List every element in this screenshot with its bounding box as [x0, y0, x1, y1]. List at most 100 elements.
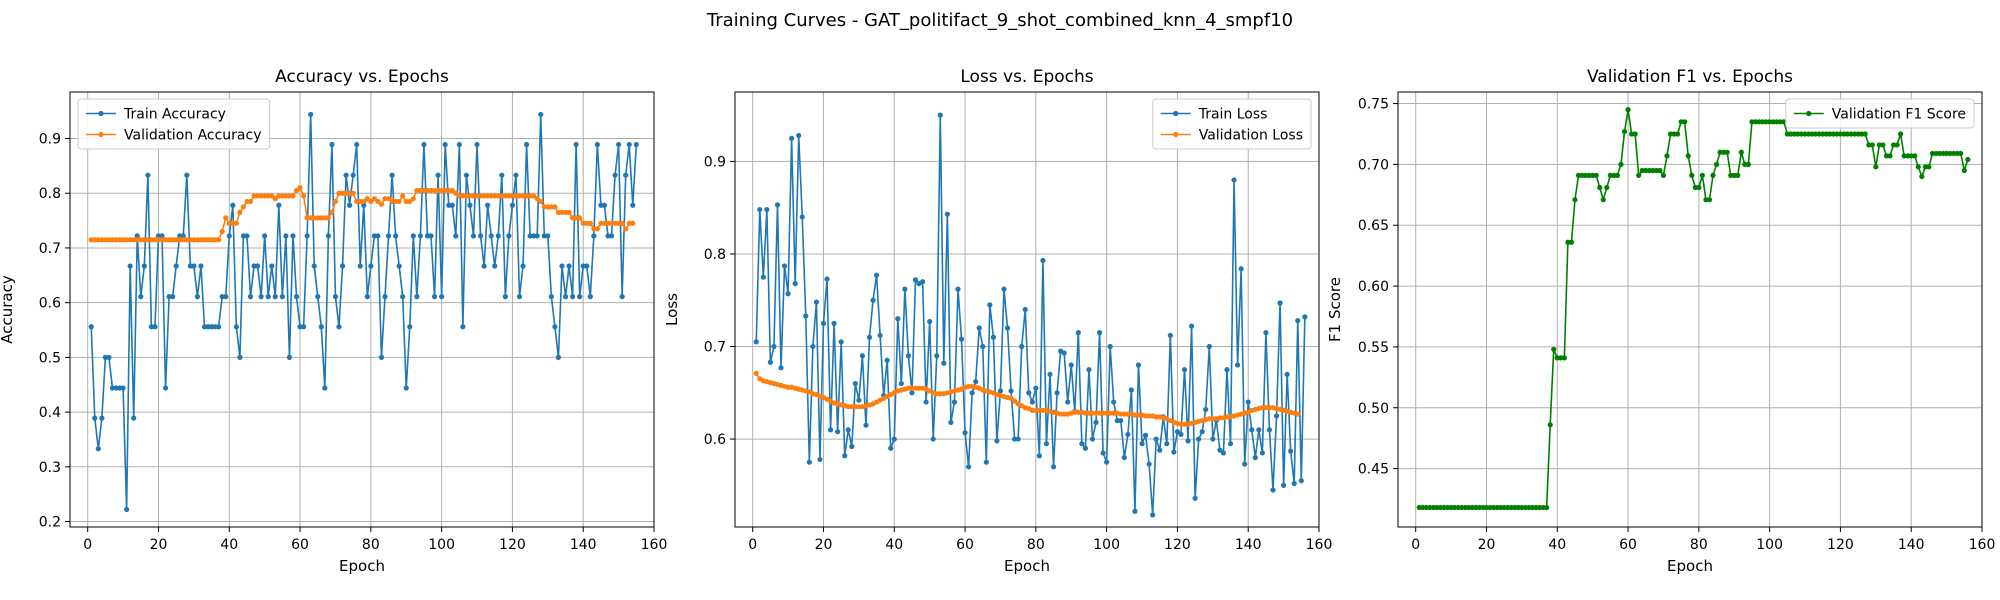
- data-point: [159, 233, 165, 239]
- data-point: [1689, 172, 1695, 178]
- data-point: [962, 430, 968, 436]
- x-tick-label: 60: [1619, 537, 1637, 553]
- data-point: [1291, 480, 1297, 487]
- data-point: [562, 294, 569, 300]
- data-point: [623, 172, 629, 178]
- data-point: [566, 209, 572, 215]
- data-point: [619, 220, 625, 226]
- y-tick-label: 0.9: [704, 154, 726, 170]
- x-axis-label: Epoch: [1667, 557, 1713, 575]
- data-point: [1621, 128, 1628, 135]
- data-point: [909, 390, 915, 396]
- data-point: [1636, 172, 1642, 178]
- data-point: [831, 320, 837, 326]
- x-tick-label: 100: [428, 537, 455, 553]
- data-point: [1887, 153, 1893, 159]
- x-tick-label: 140: [1235, 537, 1262, 553]
- data-point: [329, 141, 335, 148]
- data-point: [138, 294, 144, 300]
- data-point: [1068, 362, 1074, 368]
- x-tick-label: 0: [83, 537, 92, 553]
- legend: Train Accuracy Validation Accuracy: [77, 98, 270, 150]
- data-point: [453, 190, 459, 196]
- data-point: [343, 172, 349, 178]
- data-point: [308, 111, 314, 118]
- data-point: [594, 141, 600, 148]
- data-point: [120, 385, 126, 391]
- data-point: [145, 172, 151, 178]
- data-point: [1082, 445, 1088, 451]
- data-point: [364, 294, 370, 300]
- data-point: [569, 294, 576, 300]
- data-point: [1210, 436, 1216, 442]
- x-tick-label: 100: [1756, 537, 1783, 553]
- data-point: [905, 353, 912, 359]
- data-point: [573, 141, 579, 148]
- data-point: [577, 294, 583, 300]
- data-point: [1738, 149, 1744, 155]
- data-point: [958, 336, 965, 342]
- data-point: [269, 193, 275, 199]
- data-point: [1597, 184, 1603, 191]
- data-point: [870, 297, 876, 303]
- data-point: [891, 436, 897, 442]
- data-point: [393, 233, 399, 239]
- data-point: [934, 353, 940, 359]
- data-point: [1660, 172, 1667, 178]
- data-point: [1298, 478, 1304, 484]
- data-point: [516, 294, 523, 300]
- data-point: [1054, 390, 1060, 396]
- data-point: [1089, 436, 1096, 442]
- data-point: [973, 379, 979, 385]
- y-tick-label: 0.3: [39, 460, 61, 476]
- legend-label: Validation Loss: [1199, 128, 1303, 144]
- data-point: [325, 215, 331, 221]
- data-point: [1040, 257, 1046, 264]
- data-point: [1568, 239, 1575, 245]
- data-point: [467, 202, 473, 208]
- data-point: [552, 204, 558, 210]
- data-point: [796, 132, 802, 139]
- data-point: [616, 141, 622, 148]
- data-point: [364, 196, 370, 202]
- y-axis-label: F1 Score: [1326, 277, 1344, 342]
- y-tick-label: 0.6: [704, 432, 726, 448]
- data-point: [495, 233, 501, 239]
- data-point: [1015, 436, 1021, 442]
- data-point: [1012, 398, 1018, 404]
- legend-label: Validation F1 Score: [1832, 107, 1966, 123]
- data-point: [396, 263, 402, 269]
- data-point: [1713, 161, 1720, 167]
- y-axis-label: Loss: [663, 293, 681, 326]
- data-point: [361, 202, 367, 208]
- legend-swatch-marker: [1806, 110, 1812, 117]
- data-point: [1227, 441, 1234, 447]
- series-1: [1416, 107, 1971, 511]
- data-point: [470, 233, 477, 239]
- data-point: [1185, 438, 1191, 444]
- data-point: [233, 324, 239, 330]
- x-tick-label: 40: [220, 537, 238, 553]
- data-point: [1735, 172, 1741, 178]
- data-point: [1252, 454, 1258, 461]
- data-point: [410, 233, 416, 239]
- plot-frame: [1397, 91, 1983, 528]
- data-point: [976, 325, 982, 331]
- legend-swatch-marker: [1173, 131, 1179, 138]
- data-point: [279, 294, 285, 300]
- data-point: [134, 233, 140, 239]
- data-point: [1125, 431, 1131, 438]
- y-tick-label: 0.70: [1358, 157, 1389, 173]
- data-point: [1869, 142, 1875, 148]
- x-tick-label: 40: [885, 537, 903, 553]
- data-point: [272, 294, 278, 300]
- data-point: [1047, 371, 1053, 377]
- data-point: [1121, 454, 1127, 461]
- data-point: [1036, 453, 1042, 459]
- data-point: [866, 334, 873, 340]
- data-point: [170, 294, 176, 300]
- data-point: [216, 324, 222, 330]
- data-point: [555, 354, 562, 360]
- data-point: [1249, 427, 1255, 433]
